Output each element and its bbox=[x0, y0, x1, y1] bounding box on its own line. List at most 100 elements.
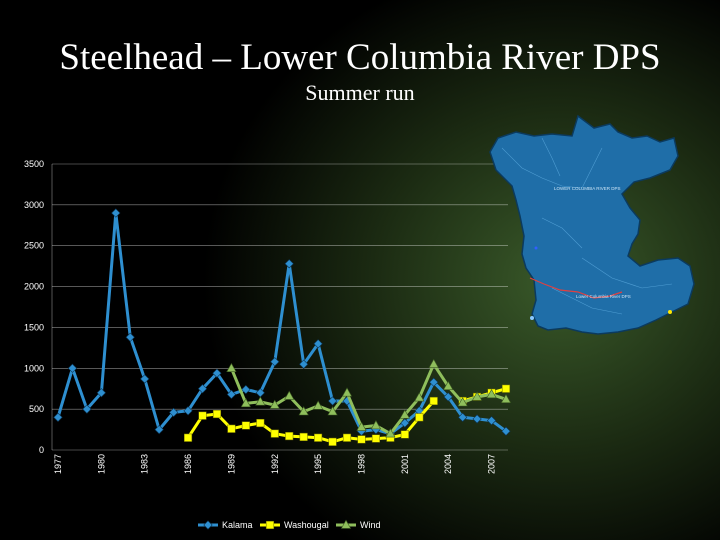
data-point bbox=[198, 411, 207, 420]
data-point bbox=[212, 409, 222, 419]
chart-series bbox=[53, 208, 512, 446]
x-tick-label: 1983 bbox=[140, 454, 150, 474]
y-axis-tick-labels: 0 500 1000 1500 2000 2500 3000 3500 bbox=[24, 159, 44, 455]
data-point bbox=[357, 435, 366, 444]
data-point bbox=[269, 399, 280, 409]
series-line bbox=[56, 211, 507, 436]
data-point bbox=[284, 259, 294, 269]
data-point bbox=[457, 397, 468, 407]
y-tick-label: 500 bbox=[29, 404, 44, 414]
legend-entry-wind: Wind bbox=[336, 519, 381, 530]
data-point bbox=[472, 414, 482, 424]
chart-gridlines bbox=[51, 163, 508, 451]
data-point bbox=[256, 418, 265, 428]
data-point bbox=[313, 400, 324, 410]
data-point bbox=[415, 413, 424, 422]
data-point bbox=[471, 391, 483, 401]
data-point bbox=[458, 412, 468, 422]
data-point bbox=[67, 363, 78, 373]
x-tick-label: 1992 bbox=[270, 454, 280, 474]
map-label-top: LOWER COLUMBIA RIVER DPS bbox=[554, 186, 621, 191]
data-point bbox=[314, 433, 323, 442]
data-point bbox=[270, 429, 279, 438]
data-point bbox=[212, 368, 222, 378]
data-point bbox=[400, 418, 410, 428]
data-point bbox=[327, 396, 338, 406]
data-point bbox=[501, 384, 511, 393]
data-point bbox=[240, 398, 251, 408]
data-point bbox=[486, 389, 497, 399]
legend-swatch-marker bbox=[340, 519, 352, 529]
y-tick-label: 0 bbox=[39, 445, 44, 455]
y-tick-label: 2000 bbox=[24, 282, 44, 292]
chart-legend: Kalama Washougal Wind bbox=[198, 519, 381, 530]
data-point bbox=[328, 437, 337, 446]
y-tick-label: 2500 bbox=[24, 241, 44, 251]
data-point bbox=[370, 420, 382, 430]
legend-entry-kalama: Kalama bbox=[198, 520, 253, 530]
data-point bbox=[428, 358, 439, 368]
data-point bbox=[227, 424, 236, 433]
data-point bbox=[500, 393, 512, 404]
data-point bbox=[270, 357, 280, 367]
y-tick-label: 3500 bbox=[24, 159, 44, 169]
x-tick-label: 1998 bbox=[356, 454, 366, 474]
data-point bbox=[241, 384, 251, 395]
y-tick-label: 1500 bbox=[24, 322, 44, 332]
y-tick-label: 3000 bbox=[24, 200, 44, 210]
series-wind bbox=[226, 358, 512, 438]
data-point bbox=[501, 426, 511, 436]
legend-entry-washougal: Washougal bbox=[260, 520, 329, 530]
data-point bbox=[168, 407, 179, 418]
data-point bbox=[111, 208, 121, 218]
slide-title: Steelhead – Lower Columbia River DPS bbox=[59, 37, 661, 78]
data-point bbox=[385, 428, 396, 438]
x-tick-label: 1986 bbox=[183, 454, 193, 474]
x-tick-label: 1977 bbox=[53, 454, 63, 474]
slide-subtitle: Summer run bbox=[305, 80, 415, 105]
data-point bbox=[154, 424, 164, 435]
x-tick-label: 1995 bbox=[313, 454, 323, 474]
x-axis-tick-labels: 1977 1980 1983 1986 1989 1992 1995 1998 2001 2004… bbox=[53, 454, 497, 474]
x-tick-label: 2001 bbox=[400, 454, 410, 474]
data-point bbox=[226, 389, 237, 400]
data-point bbox=[414, 392, 425, 402]
data-point bbox=[371, 434, 380, 443]
x-tick-label: 2004 bbox=[443, 454, 453, 474]
data-point bbox=[183, 406, 193, 416]
data-point bbox=[53, 412, 63, 422]
data-point bbox=[356, 421, 367, 431]
data-point bbox=[400, 430, 409, 439]
legend-swatch-marker bbox=[265, 520, 275, 530]
data-point bbox=[184, 433, 193, 442]
data-point bbox=[443, 392, 453, 402]
data-point bbox=[285, 432, 294, 441]
data-point bbox=[443, 380, 454, 390]
data-point bbox=[399, 409, 410, 419]
data-point bbox=[327, 406, 338, 416]
data-point bbox=[313, 339, 323, 349]
data-point bbox=[486, 415, 497, 426]
data-point bbox=[241, 421, 250, 430]
data-point bbox=[299, 432, 308, 441]
data-point bbox=[96, 388, 106, 398]
data-point bbox=[429, 396, 438, 406]
dps-map-image: LOWER COLUMBIA RIVER DPS Lower Columbia … bbox=[489, 114, 695, 335]
legend-label: Kalama bbox=[222, 520, 253, 530]
data-point bbox=[82, 404, 92, 414]
map-label-bottom: Lower Columbia River DPS bbox=[576, 294, 631, 299]
data-point bbox=[298, 406, 309, 416]
data-point bbox=[284, 390, 295, 400]
data-point bbox=[226, 362, 237, 372]
series-kalama bbox=[53, 208, 511, 439]
data-point bbox=[429, 377, 439, 387]
data-point bbox=[342, 433, 352, 442]
x-tick-label: 1989 bbox=[226, 454, 236, 474]
data-point bbox=[197, 384, 208, 394]
legend-swatch-marker bbox=[203, 520, 213, 530]
y-tick-label: 1000 bbox=[24, 363, 44, 373]
legend-label: Wind bbox=[360, 520, 381, 530]
data-point bbox=[140, 374, 150, 384]
data-point bbox=[255, 396, 266, 406]
